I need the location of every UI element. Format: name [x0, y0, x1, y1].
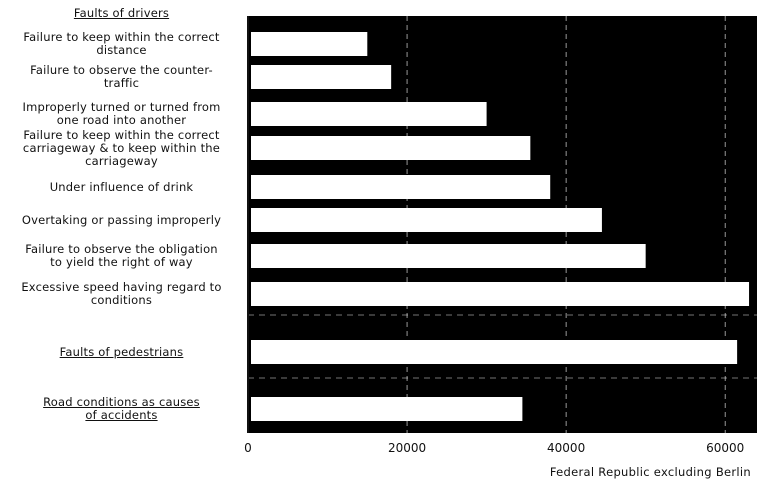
bar [251, 282, 750, 306]
x-tick-label: 60000 [706, 441, 745, 455]
bar [251, 175, 551, 199]
category-label-line: carriageway & to keep within the [22, 140, 221, 155]
bar [251, 244, 646, 268]
category-label-line: Failure to observe the counter- [30, 63, 213, 77]
category-label-line: Faults of drivers [73, 5, 170, 20]
category-label-line: Excessive speed having regard to [21, 280, 222, 294]
category-label: Excessive speed having regard to conditio… [0, 281, 244, 307]
section-heading-label: Faults of drivers [0, 5, 244, 20]
bar [251, 340, 738, 364]
category-label-line: traffic [103, 76, 140, 90]
category-label-line: Failure to keep within the correct [23, 30, 220, 44]
bar [251, 102, 487, 126]
bar [251, 208, 602, 232]
category-label: Failure to observe the obligation to yiel… [0, 243, 244, 269]
category-label: Failure to observe the counter-traffic [0, 64, 244, 90]
category-label-line: carriageway [85, 153, 158, 168]
section-heading-label: Road conditions as causes of accidents [0, 396, 244, 422]
x-axis-label: Federal Republic excluding Berlin [549, 465, 751, 479]
bar [251, 397, 523, 421]
category-label-line: Overtaking or passing improperly [21, 212, 222, 227]
category-label-line: Improperly turned or turned from [22, 100, 221, 114]
category-label: Overtaking or passing improperly [0, 212, 244, 227]
category-label: Under influence of drink [0, 179, 244, 194]
section-heading-label: Faults of pedestrians [0, 344, 244, 359]
bar [251, 32, 368, 56]
bar [251, 136, 531, 160]
category-label-line: Failure to keep within the correct [23, 127, 220, 142]
x-tick-label: 20000 [387, 441, 427, 455]
category-label-line: one road into another [56, 113, 187, 127]
category-label-line: Road conditions as causes [43, 395, 200, 409]
category-label-line: distance [96, 43, 147, 57]
category-label-line: Failure to observe the obligation [25, 242, 218, 256]
category-label-line: of accidents [85, 408, 158, 422]
category-label: Failure to keep within the correct distan… [0, 31, 244, 57]
category-label-line: to yield the right of way [50, 255, 193, 269]
bar [251, 65, 392, 89]
category-label-line: conditions [90, 293, 153, 307]
category-label: Failure to keep within the correct carria… [0, 127, 244, 168]
category-label-line: Under influence of drink [49, 179, 194, 194]
x-tick-label: 0 [244, 441, 252, 455]
category-label-line: Faults of pedestrians [59, 344, 184, 359]
x-tick-label: 40000 [547, 441, 586, 455]
category-label: Improperly turned or turned from one road… [0, 101, 244, 127]
